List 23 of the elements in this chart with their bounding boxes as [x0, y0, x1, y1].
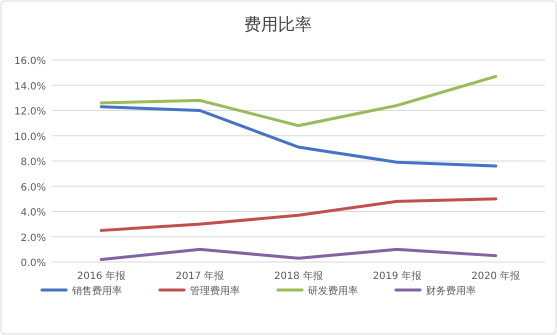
chart-title: 费用比率 — [244, 15, 312, 35]
y-tick-label: 10.0% — [14, 132, 46, 143]
y-tick-label: 16.0% — [14, 56, 46, 67]
legend-label: 财务费用率 — [426, 285, 476, 297]
line-series — [100, 248, 498, 261]
y-tick-label: 2.0% — [20, 232, 46, 244]
x-tick-label: 2019 年报 — [372, 270, 422, 282]
line-series — [100, 197, 498, 232]
y-tick-label: 4.0% — [20, 208, 46, 218]
y-tick-label: 12.0% — [14, 106, 46, 118]
x-tick-label: 2016 年报 — [76, 270, 126, 282]
y-tick-label: 6.0% — [20, 182, 46, 194]
y-tick-label: 14.0% — [14, 81, 46, 92]
line-series — [100, 74, 498, 128]
y-tick-label: 0.0% — [20, 258, 46, 269]
legend-label: 研发费用率 — [308, 285, 358, 297]
line-series — [100, 105, 498, 168]
legend-label: 管理费用率 — [190, 285, 240, 297]
legend-label: 销售费用率 — [71, 285, 122, 297]
x-tick-label: 2020 年报 — [471, 270, 520, 282]
y-tick-label: 8.0% — [20, 157, 46, 168]
x-tick-label: 2018 年报 — [274, 270, 323, 282]
x-tick-label: 2017 年报 — [176, 270, 224, 282]
